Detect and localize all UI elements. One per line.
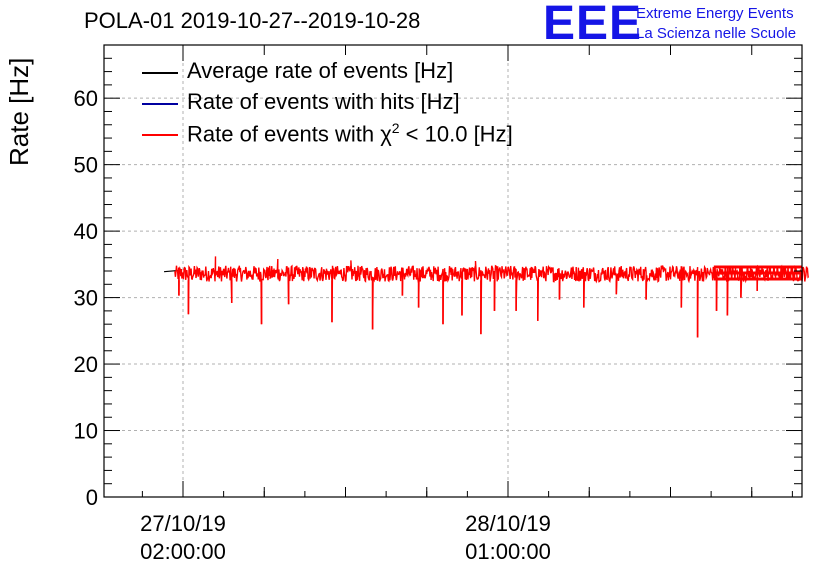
y-tick-label: 30 <box>74 286 98 311</box>
legend-label-hits: Rate of events with hits [Hz] <box>187 89 460 114</box>
x-tick-date-0: 27/10/19 <box>140 511 226 536</box>
legend-swatch-hits <box>142 103 178 105</box>
y-tick-label: 20 <box>74 352 98 377</box>
chart-title: POLA-01 2019-10-27--2019-10-28 <box>84 8 421 33</box>
eee-logo: EEE <box>543 0 643 50</box>
y-tick-label: 0 <box>86 485 98 510</box>
legend-swatch-average <box>142 72 178 74</box>
legend-swatch-chi2 <box>142 134 178 136</box>
legend-label-chi2-sup: 2 <box>391 120 400 136</box>
y-tick-label: 40 <box>74 219 98 244</box>
x-tick-time-1: 01:00:00 <box>465 539 551 564</box>
x-tick-label-0: 27/10/19 02:00:00 <box>128 510 238 566</box>
legend-label-chi2-prefix: Rate of events with χ <box>187 121 392 147</box>
y-axis-label: Rate [Hz] <box>4 57 34 166</box>
x-tick-date-1: 28/10/19 <box>465 511 551 536</box>
eee-logo-text: Extreme Energy Events La Scienza nelle S… <box>636 4 796 44</box>
axes <box>103 44 803 498</box>
y-tick-labels: 0 10 20 30 40 50 60 <box>74 86 98 510</box>
y-tick-label: 50 <box>74 153 98 178</box>
y-tick-label: 10 <box>74 419 98 444</box>
legend-label-average: Average rate of events [Hz] <box>187 58 454 83</box>
legend-label-chi2-suffix: < 10.0 [Hz] <box>399 121 513 147</box>
logo-line-1: Extreme Energy Events <box>636 5 794 22</box>
x-tick-time-0: 02:00:00 <box>140 539 226 564</box>
y-tick-label: 60 <box>74 86 98 111</box>
series-chi2-line <box>174 256 810 338</box>
grid-lines <box>104 45 802 497</box>
x-tick-label-1: 28/10/19 01:00:00 <box>453 510 563 566</box>
series-layer <box>163 256 810 338</box>
logo-line-2: La Scienza nelle Scuole <box>636 25 797 42</box>
legend-label-chi2: Rate of events with χ2 < 10.0 [Hz] <box>187 120 513 147</box>
